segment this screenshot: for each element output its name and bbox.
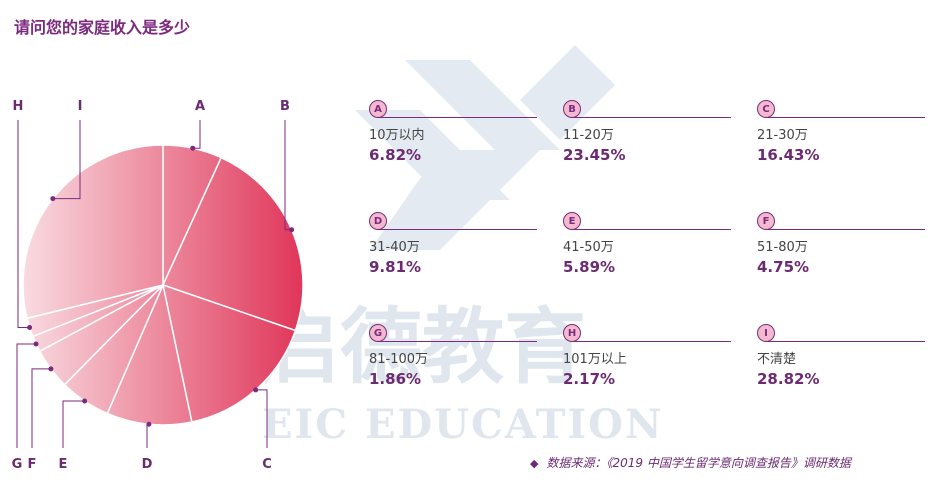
- card-value: 9.81%: [369, 258, 422, 276]
- card-range: 10万以内: [369, 128, 425, 143]
- card-range: 31-40万: [369, 240, 420, 255]
- card-rule: [571, 229, 731, 230]
- card-a: A 10万以内 6.82%: [369, 100, 537, 164]
- callout-line-d: [146, 423, 149, 448]
- card-rule: [377, 341, 537, 342]
- callout-label-h: H: [13, 99, 24, 114]
- callout-line-c: [255, 389, 268, 448]
- badge-b: B: [563, 100, 581, 118]
- callout-line-e: [62, 400, 85, 448]
- card-value: 6.82%: [369, 146, 422, 164]
- card-range: 81-100万: [369, 352, 429, 367]
- callout-label-f: F: [28, 457, 37, 472]
- card-rule: [765, 341, 925, 342]
- card-range: 21-30万: [757, 128, 808, 143]
- badge-g: G: [369, 324, 387, 342]
- callout-dot-g: [33, 341, 39, 347]
- card-rule: [377, 229, 537, 230]
- callout-dot-f: [48, 366, 54, 372]
- card-f: F 51-80万 4.75%: [757, 212, 925, 276]
- card-e: E 41-50万 5.89%: [563, 212, 731, 276]
- badge-f: F: [757, 212, 775, 230]
- card-rule: [571, 341, 731, 342]
- callout-line-b: [284, 120, 292, 231]
- card-rule: [765, 229, 925, 230]
- card-value: 5.89%: [563, 258, 616, 276]
- card-value: 2.17%: [563, 370, 616, 388]
- card-range: 11-20万: [563, 128, 614, 143]
- card-range: 51-80万: [757, 240, 808, 255]
- page-title: 请问您的家庭收入是多少: [14, 18, 191, 37]
- callout-label-g: G: [12, 457, 23, 472]
- badge-c: C: [757, 100, 775, 118]
- card-i: I 不清楚 28.82%: [757, 324, 925, 388]
- callout-dot-h: [27, 324, 33, 330]
- card-rule: [765, 117, 925, 118]
- card-b: B 11-20万 23.45%: [563, 100, 731, 164]
- card-range: 101万以上: [563, 352, 627, 367]
- badge-e: E: [563, 212, 581, 230]
- callout-line-g: [16, 343, 37, 448]
- badge-i: I: [757, 324, 775, 342]
- callout-label-c: C: [262, 457, 272, 472]
- diamond-bullet-icon: ◆: [530, 457, 539, 470]
- card-value: 28.82%: [757, 370, 820, 388]
- card-rule: [377, 117, 537, 118]
- card-value: 16.43%: [757, 146, 820, 164]
- card-d: D 31-40万 9.81%: [369, 212, 537, 276]
- callout-label-a: A: [195, 99, 205, 114]
- callout-dot-c: [253, 387, 259, 393]
- card-value: 1.86%: [369, 370, 422, 388]
- badge-a: A: [369, 100, 387, 118]
- callout-label-b: B: [280, 99, 290, 114]
- card-h: H 101万以上 2.17%: [563, 324, 731, 388]
- callout-line-a: [192, 120, 201, 149]
- callout-dot-e: [82, 398, 88, 404]
- callout-line-f: [31, 368, 51, 448]
- callout-label-e: E: [59, 457, 68, 472]
- card-value: 4.75%: [757, 258, 810, 276]
- callout-dot-b: [289, 227, 295, 233]
- card-g: G 81-100万 1.86%: [369, 324, 537, 388]
- card-range: 不清楚: [757, 352, 797, 367]
- card-c: C 21-30万 16.43%: [757, 100, 925, 164]
- card-range: 41-50万: [563, 240, 614, 255]
- data-source: ◆ 数据来源：《2019 中国学生留学意向调查报告》调研数据: [530, 454, 851, 471]
- badge-h: H: [563, 324, 581, 342]
- callout-dot-i: [50, 196, 56, 202]
- callout-label-i: I: [78, 99, 83, 114]
- badge-d: D: [369, 212, 387, 230]
- card-value: 23.45%: [563, 146, 626, 164]
- callout-line-i: [52, 120, 81, 200]
- callout-line-h: [17, 120, 30, 328]
- callout-dot-d: [146, 421, 152, 427]
- source-text: 数据来源：《2019 中国学生留学意向调查报告》调研数据: [546, 456, 851, 470]
- callout-dot-a: [190, 145, 196, 151]
- callout-label-d: D: [142, 457, 153, 472]
- card-rule: [571, 117, 731, 118]
